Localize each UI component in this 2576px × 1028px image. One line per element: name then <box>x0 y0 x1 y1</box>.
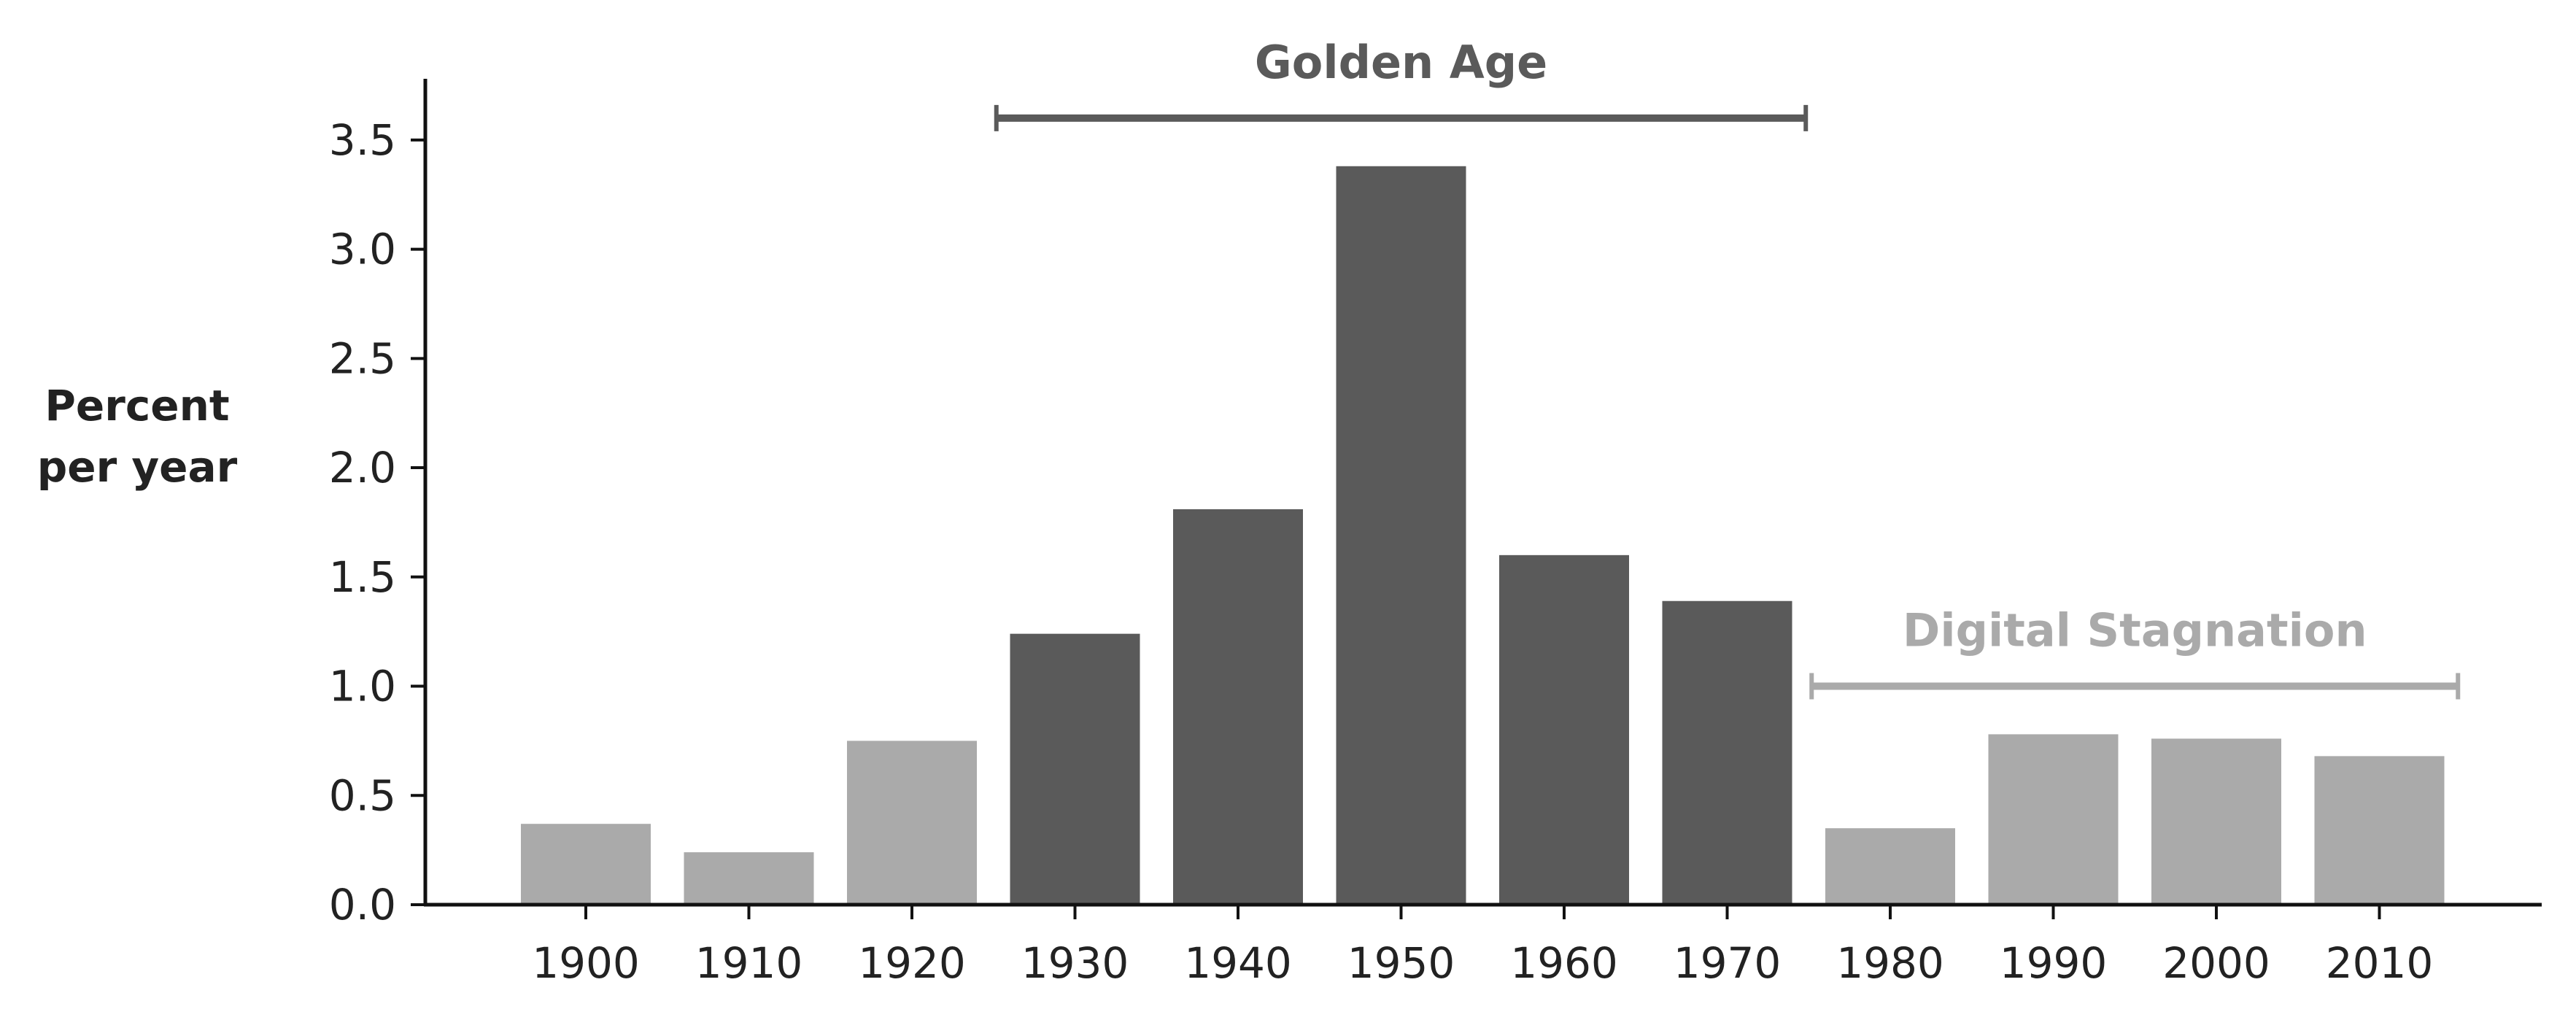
golden-age-label: Golden Age <box>1255 36 1547 89</box>
bar-1940 <box>1173 509 1303 905</box>
bar-2010 <box>2314 756 2445 905</box>
y-tick-label: 1.0 <box>329 662 396 711</box>
x-tick-label: 1910 <box>695 938 803 988</box>
x-tick-label: 1970 <box>1674 938 1782 988</box>
y-tick-label: 3.0 <box>329 225 396 274</box>
y-axis-label-line-1: Percent <box>45 381 229 430</box>
y-tick-label: 2.5 <box>329 333 396 383</box>
digital-stagnation-label: Digital Stagnation <box>1903 604 2367 657</box>
bar-1900 <box>521 824 651 905</box>
x-tick-label: 1950 <box>1347 938 1455 988</box>
x-tick-label: 1960 <box>1510 938 1618 988</box>
y-tick-label: 0.5 <box>329 770 396 820</box>
x-tick-label: 1980 <box>1836 938 1944 988</box>
y-tick-label: 2.0 <box>329 443 396 492</box>
x-tick-label: 2000 <box>2162 938 2270 988</box>
bar-1920 <box>847 741 977 905</box>
bar-1990 <box>1988 734 2119 905</box>
bar-1910 <box>684 852 814 905</box>
bar-2000 <box>2151 738 2281 905</box>
y-tick-label: 0.0 <box>329 880 396 930</box>
x-tick-label: 1940 <box>1184 938 1292 988</box>
bar-1980 <box>1825 828 1955 905</box>
y-tick-label: 1.5 <box>329 552 396 602</box>
bar-1960 <box>1499 554 1629 905</box>
y-tick-label: 3.5 <box>329 115 396 165</box>
x-tick-label: 1930 <box>1021 938 1129 988</box>
bars-group <box>521 166 2445 905</box>
x-tick-label: 1990 <box>2000 938 2108 988</box>
bar-1930 <box>1010 633 1140 905</box>
x-ticks-group: 1900 1910 1920 1930 1940 1950 1960 1970 1980 1990… <box>532 905 2433 988</box>
x-tick-label: 1920 <box>858 938 966 988</box>
y-ticks-group: 0.0 0.5 1.0 1.5 2.0 2.5 3.0 3.5 <box>329 115 425 930</box>
annotations-group: Golden Age Digital Stagnation <box>994 36 2461 700</box>
y-axis-label-line-2: per year <box>37 442 238 492</box>
x-tick-label: 1900 <box>532 938 640 988</box>
bar-1970 <box>1662 600 1792 905</box>
bar-1950 <box>1336 166 1466 905</box>
x-tick-label: 2010 <box>2326 938 2434 988</box>
